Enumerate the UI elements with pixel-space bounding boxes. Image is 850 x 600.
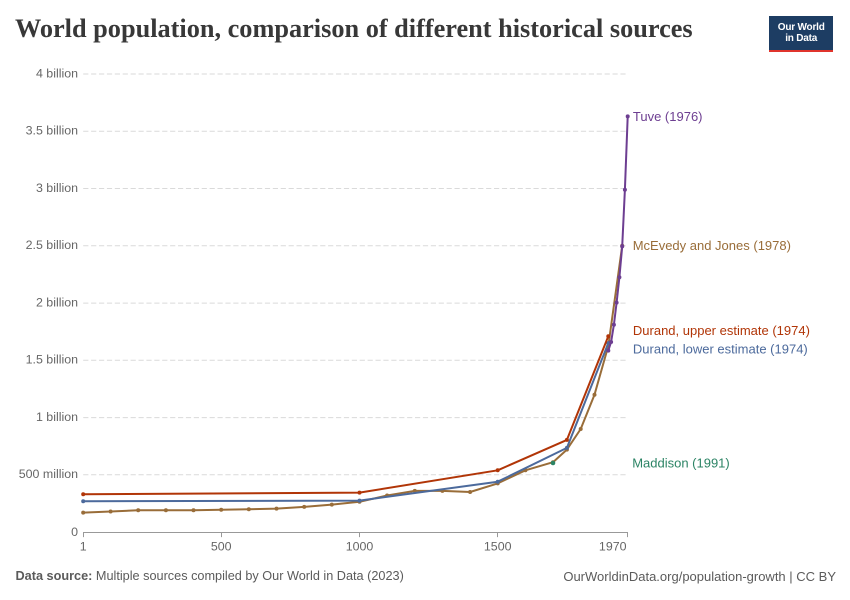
svg-text:1500: 1500 — [484, 539, 512, 553]
svg-text:1.5 billion: 1.5 billion — [26, 353, 78, 367]
svg-text:Tuve (1976): Tuve (1976) — [633, 109, 703, 124]
svg-text:McEvedy and Jones (1978): McEvedy and Jones (1978) — [633, 238, 791, 253]
svg-text:1: 1 — [80, 539, 87, 553]
svg-text:Durand, upper estimate (1974): Durand, upper estimate (1974) — [633, 323, 810, 338]
svg-text:2.5 billion: 2.5 billion — [26, 238, 78, 252]
svg-text:0: 0 — [71, 525, 78, 539]
svg-text:1000: 1000 — [346, 539, 374, 553]
svg-text:Maddison (1991): Maddison (1991) — [632, 456, 730, 471]
svg-text:500 million: 500 million — [19, 467, 78, 481]
svg-text:1970: 1970 — [599, 539, 627, 553]
svg-text:2 billion: 2 billion — [36, 296, 78, 310]
svg-text:4 billion: 4 billion — [36, 66, 78, 80]
svg-text:3 billion: 3 billion — [36, 181, 78, 195]
svg-text:500: 500 — [211, 539, 232, 553]
svg-text:Durand, lower estimate (1974): Durand, lower estimate (1974) — [633, 342, 808, 357]
svg-text:1 billion: 1 billion — [36, 410, 78, 424]
svg-text:3.5 billion: 3.5 billion — [26, 124, 78, 138]
